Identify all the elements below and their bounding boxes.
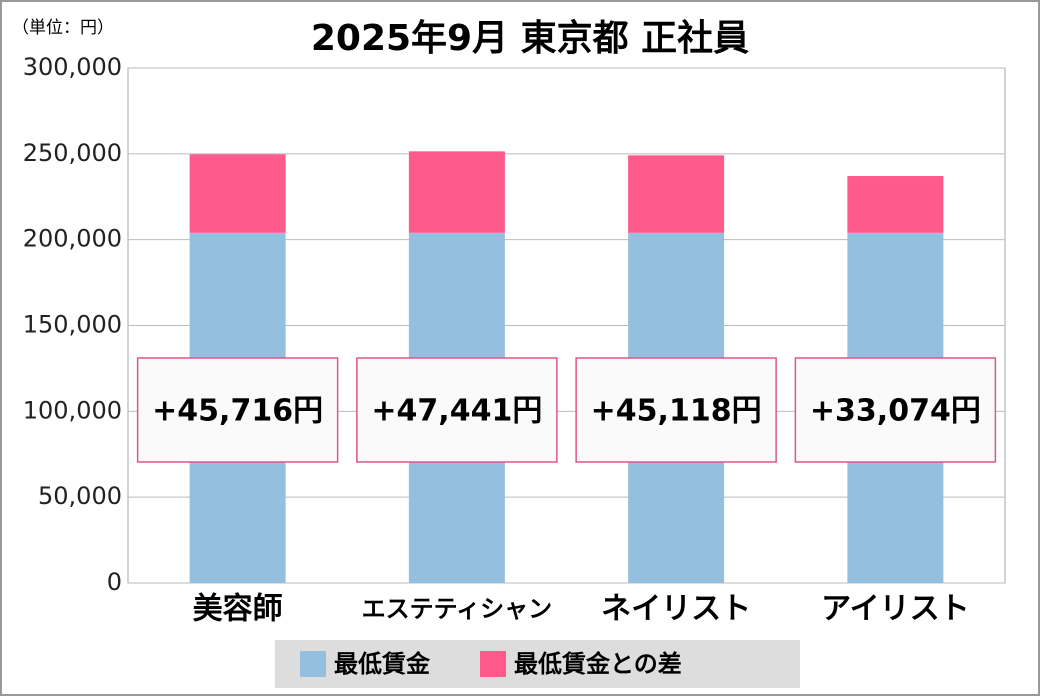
x-tick-label: 美容師	[193, 592, 283, 627]
data-label: +33,074円	[810, 394, 981, 429]
bar	[847, 176, 944, 233]
legend	[275, 640, 800, 688]
legend-swatch	[300, 651, 326, 677]
bar	[189, 154, 286, 233]
legend-label: 最低賃金	[334, 650, 431, 678]
legend-swatch	[480, 651, 506, 677]
label-box	[794, 357, 997, 463]
label-box	[356, 357, 558, 463]
x-tick-label: ネイリスト	[601, 592, 751, 627]
data-label: +45,118円	[591, 394, 762, 429]
data-label: +45,716円	[152, 394, 323, 429]
y-tick-label: 250,000	[23, 139, 122, 167]
legend-label: 最低賃金との差	[514, 650, 682, 678]
label-box	[575, 357, 777, 463]
x-tick-label: アイリスト	[821, 592, 970, 627]
y-tick-label: 200,000	[23, 225, 122, 253]
bar	[628, 155, 725, 233]
unit-label: （単位：円）	[12, 18, 114, 38]
label-box	[136, 357, 339, 463]
y-tick-label: 150,000	[23, 311, 122, 339]
y-tick-label: 0	[107, 568, 122, 596]
y-tick-label: 100,000	[23, 396, 122, 424]
data-label: +47,441円	[371, 394, 542, 429]
bar	[408, 151, 505, 233]
x-tick-label: エステティシャン	[362, 595, 553, 623]
y-tick-label: 300,000	[23, 53, 122, 81]
y-tick-label: 50,000	[38, 482, 122, 510]
chart-title: 2025年9月 東京都 正社員	[311, 17, 749, 59]
